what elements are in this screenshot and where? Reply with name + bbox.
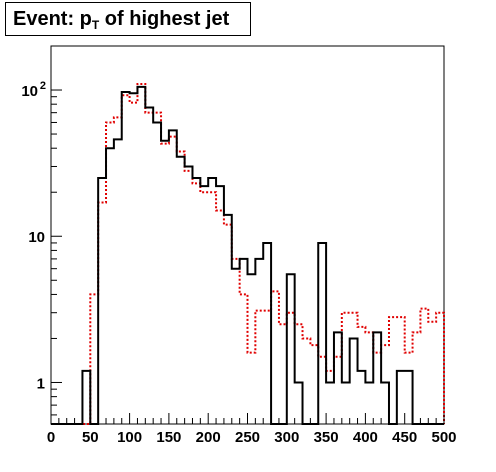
series-layer [51, 82, 445, 425]
y-tick-label: 10 [28, 229, 45, 246]
x-tick-label: 300 [274, 429, 299, 446]
x-tick-label: 250 [235, 429, 260, 446]
y-tick-label: 10 [21, 83, 38, 100]
x-tick-label: 450 [392, 429, 417, 446]
x-tick-label: 350 [314, 429, 339, 446]
x-tick-label: 400 [353, 429, 378, 446]
x-tick-label: 150 [156, 429, 181, 446]
title-suffix: of highest jet [99, 8, 230, 30]
series-line-dotted [51, 82, 445, 425]
x-tick-label: 0 [47, 429, 55, 446]
x-tick-label: 500 [431, 429, 456, 446]
title-prefix: Event: p [13, 8, 92, 30]
x-tick-label: 100 [117, 429, 142, 446]
title-subscript: T [91, 18, 100, 32]
y-tick-label: 1 [37, 375, 45, 392]
x-tick-label: 50 [82, 429, 99, 446]
chart-title: Event: pT of highest jet [5, 2, 251, 36]
y-tick-exponent: 2 [40, 80, 46, 92]
plot-frame [50, 45, 445, 425]
x-tick-label: 200 [196, 429, 221, 446]
series-line-solid [51, 85, 444, 425]
